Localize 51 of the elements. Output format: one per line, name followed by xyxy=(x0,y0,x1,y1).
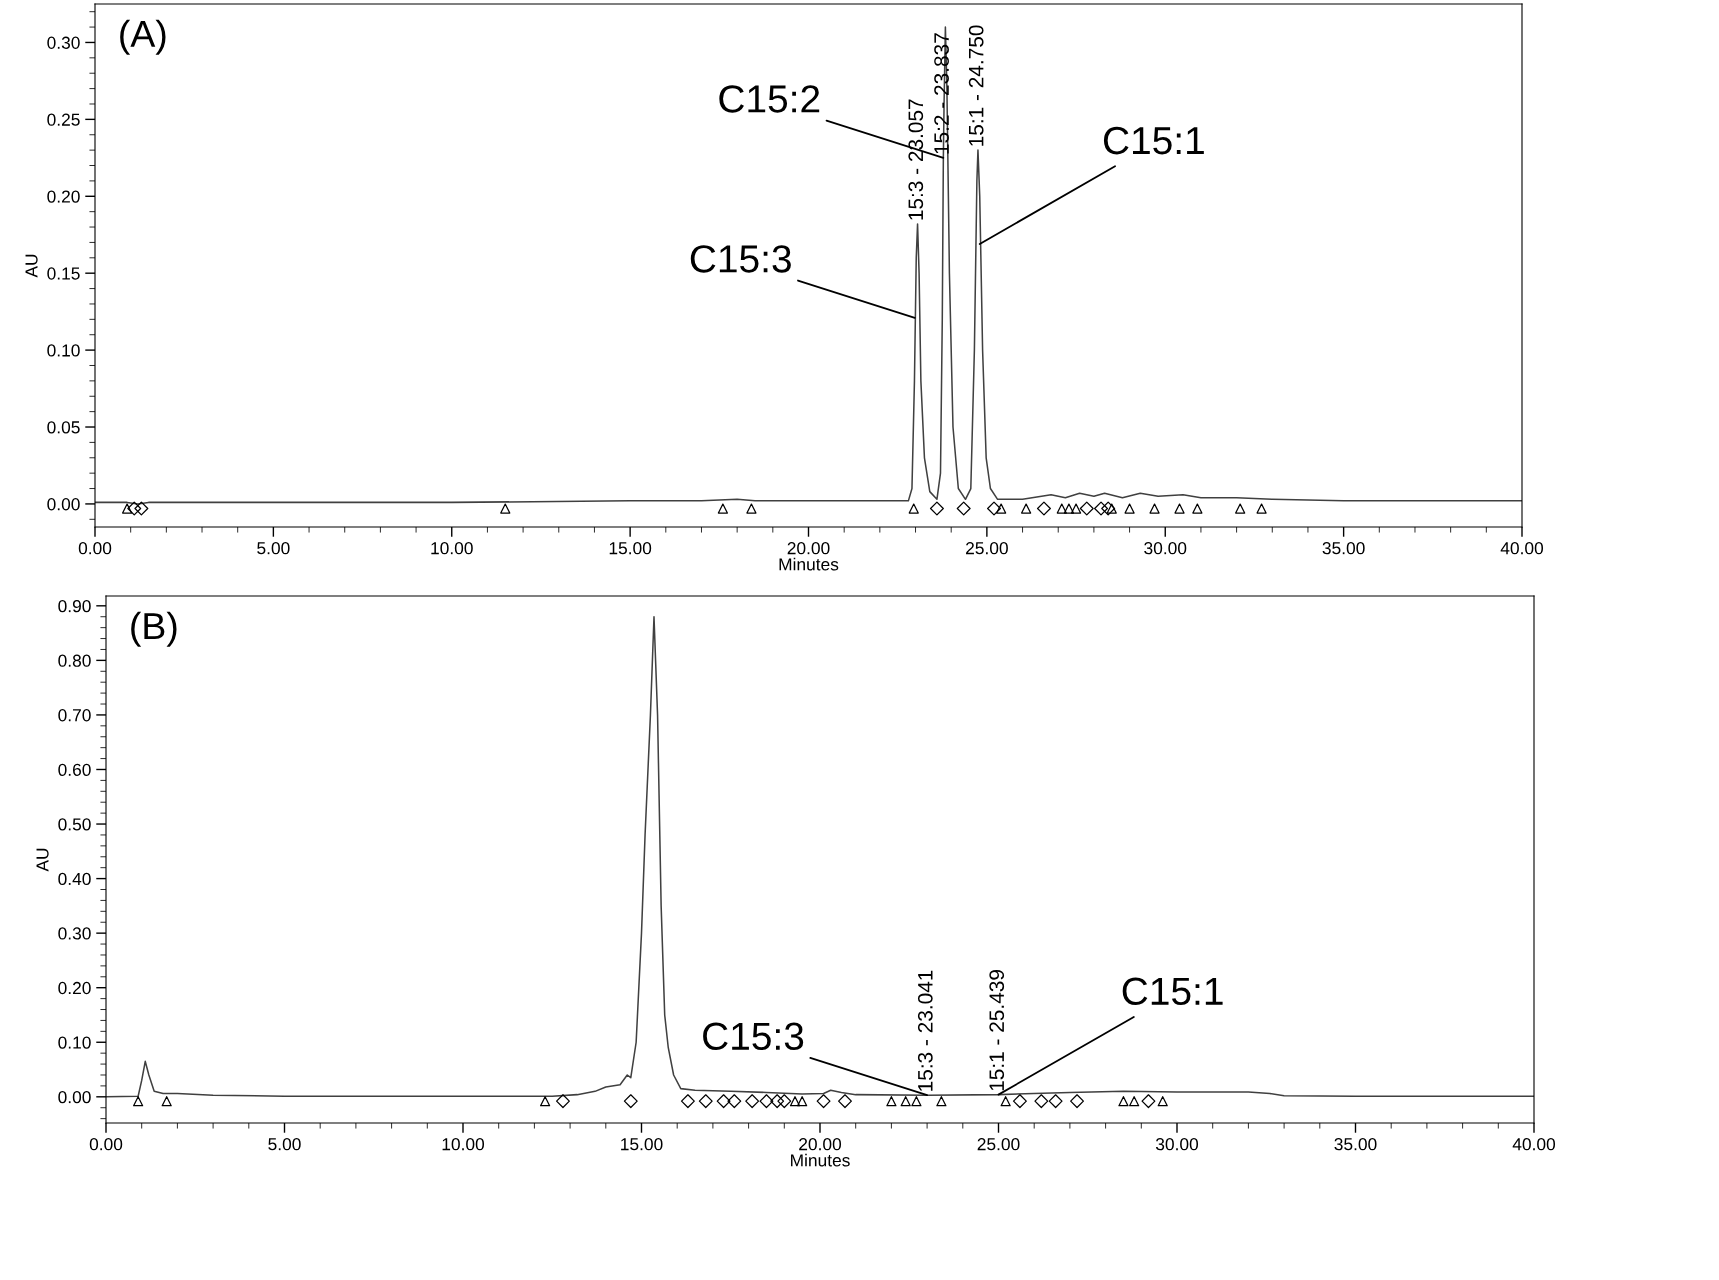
x-tick-label: 30.00 xyxy=(1144,542,1187,555)
annotation: 15:1 - 25.439 xyxy=(989,970,1005,1091)
y-tick-label: 0.20 xyxy=(58,981,91,995)
x-tick-label: 40.00 xyxy=(1512,1138,1556,1151)
x-tick-label: 25.00 xyxy=(966,542,1008,555)
y-tick-label: 0.10 xyxy=(47,344,80,357)
annotation: C15:1 xyxy=(1103,126,1204,155)
annotation: (A) xyxy=(120,19,166,55)
x-axis-title: Minutes xyxy=(791,1153,850,1167)
annotation: 15:3 - 23.057 xyxy=(908,99,924,220)
x-tick-label: 10.00 xyxy=(442,1138,485,1151)
y-tick-label: 0.60 xyxy=(58,763,91,776)
y-tick-label: 0.30 xyxy=(47,36,80,49)
y-tick-label: 0.40 xyxy=(58,872,91,886)
x-tick-label: 20.00 xyxy=(787,542,830,555)
y-tick-label: 0.30 xyxy=(58,927,91,940)
annotation: C15:3 xyxy=(703,1022,804,1051)
x-tick-label: 35.00 xyxy=(1322,542,1365,555)
y-axis-title: AU xyxy=(25,254,38,278)
x-tick-label: 0.00 xyxy=(89,1138,123,1151)
annotation: 15:1 - 24.750 xyxy=(968,25,984,146)
y-axis-title: AU xyxy=(36,848,49,872)
y-tick-label: 0.90 xyxy=(58,599,91,613)
annotation: (B) xyxy=(131,611,177,647)
x-tick-label: 15.00 xyxy=(621,1138,663,1151)
x-tick-label: 40.00 xyxy=(1500,542,1544,555)
annotation: C15:1 xyxy=(1122,977,1223,1006)
annotation: C15:3 xyxy=(690,245,791,273)
x-tick-label: 10.00 xyxy=(431,542,473,555)
x-tick-label: 30.00 xyxy=(1155,1138,1199,1151)
y-tick-label: 0.15 xyxy=(47,267,80,280)
y-tick-label: 0.05 xyxy=(47,421,80,434)
y-tick-label: 0.80 xyxy=(58,654,91,667)
y-tick-label: 0.00 xyxy=(47,498,80,511)
x-tick-label: 20.00 xyxy=(799,1138,842,1151)
x-tick-label: 5.00 xyxy=(257,542,290,555)
annotation: 15:2 - 23.837 xyxy=(934,33,949,154)
x-axis-title: Minutes xyxy=(779,557,839,571)
y-tick-label: 0.20 xyxy=(47,190,80,203)
annotation: C15:2 xyxy=(719,85,820,113)
y-tick-label: 0.00 xyxy=(58,1090,91,1104)
x-tick-label: 0.00 xyxy=(78,542,112,555)
y-tick-label: 0.70 xyxy=(58,709,91,722)
x-tick-label: 15.00 xyxy=(609,542,652,555)
y-tick-label: 0.50 xyxy=(58,818,91,831)
y-tick-label: 0.10 xyxy=(58,1036,91,1049)
annotation: 15:3 - 23.041 xyxy=(917,970,933,1091)
x-tick-label: 25.00 xyxy=(977,1138,1020,1151)
x-tick-label: 35.00 xyxy=(1334,1138,1377,1151)
y-tick-label: 0.25 xyxy=(47,113,80,126)
x-tick-label: 5.00 xyxy=(268,1138,301,1151)
